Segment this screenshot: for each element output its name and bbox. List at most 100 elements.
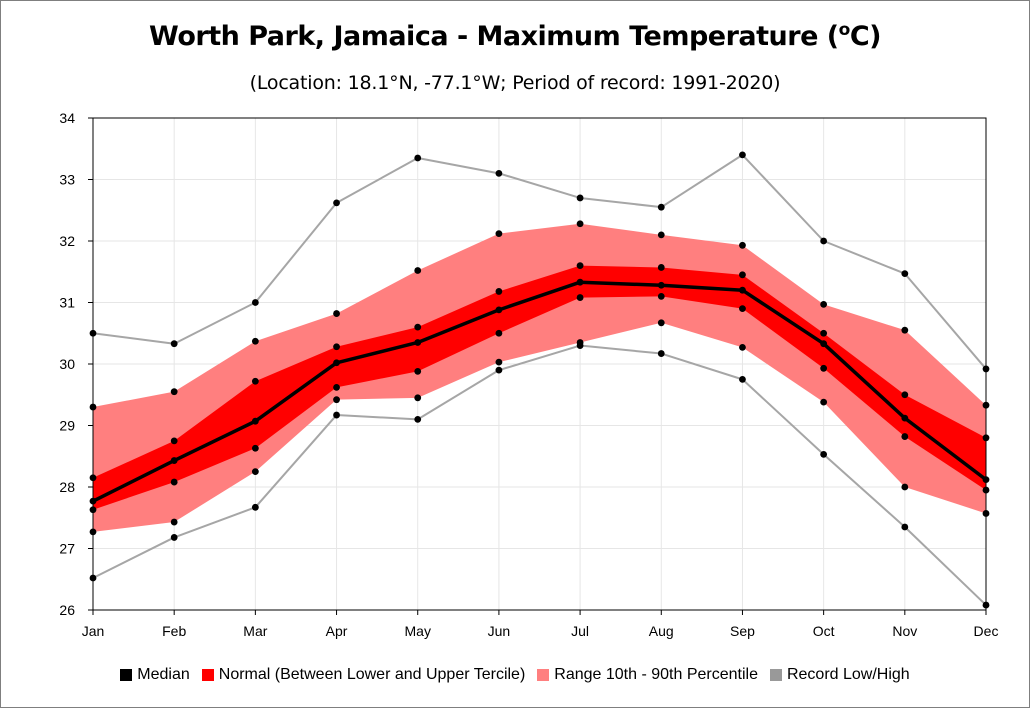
- record-high-point: [739, 151, 746, 159]
- record-low-point: [251, 503, 259, 511]
- title-superscript: o: [838, 20, 851, 40]
- record-high-point: [251, 299, 259, 306]
- median-point: [901, 414, 909, 422]
- p10-point: [333, 396, 340, 404]
- record-low-point: [901, 523, 909, 531]
- upper-tercile-point: [901, 391, 909, 399]
- median-point: [89, 497, 97, 505]
- legend: Median Normal (Between Lower and Upper T…: [0, 666, 1030, 684]
- median-point: [982, 476, 990, 484]
- normal-tercile-band: [93, 265, 986, 510]
- lower-tercile-point: [739, 305, 746, 313]
- median-line: [92, 280, 988, 503]
- p10-point: [901, 483, 909, 491]
- median-point: [333, 359, 340, 367]
- median-point: [495, 306, 503, 314]
- median-point: [820, 340, 828, 348]
- upper-tercile-point: [576, 262, 584, 269]
- legend-item-median: Median: [120, 666, 190, 684]
- legend-label-normal: Normal (Between Lower and Upper Tercile): [218, 666, 526, 683]
- upper-tercile-point: [414, 323, 422, 331]
- lower-tercile-point: [820, 364, 828, 372]
- y-tick-label: 31: [59, 295, 75, 311]
- p90-point: [495, 230, 503, 238]
- y-tick-label: 32: [59, 233, 75, 249]
- lower-tercile-point: [251, 444, 259, 452]
- legend-label-record: Record Low/High: [786, 666, 910, 683]
- p10-point: [170, 518, 178, 526]
- x-tick-label: Nov: [892, 623, 917, 639]
- y-tick-label: 33: [59, 172, 75, 188]
- upper-tercile-point: [739, 271, 746, 279]
- record-low-point: [657, 350, 665, 357]
- lower-tercile-point: [982, 486, 990, 494]
- x-tick-label: Dec: [974, 623, 999, 639]
- y-tick-label: 28: [59, 479, 75, 495]
- legend-label-range: Range 10th - 90th Percentile: [554, 666, 758, 683]
- title-end: C): [849, 21, 882, 52]
- legend-swatch-normal: [201, 669, 214, 681]
- y-tick-label: 27: [59, 541, 75, 557]
- record-high-point: [901, 270, 909, 277]
- median-point: [251, 417, 259, 425]
- chart-subtitle: (Location: 18.1°N, -77.1°W; Period of re…: [249, 72, 781, 94]
- p10-point: [739, 343, 746, 351]
- p90-point: [333, 310, 340, 317]
- p90-point: [89, 403, 97, 411]
- y-tick-label: 30: [59, 356, 75, 372]
- median-point: [170, 457, 178, 464]
- record-low-point: [414, 415, 422, 423]
- x-tick-label: Feb: [162, 623, 186, 639]
- record-high-point: [495, 169, 503, 177]
- upper-tercile-point: [982, 434, 990, 442]
- upper-tercile-point: [495, 288, 503, 295]
- record-high-point: [170, 340, 178, 348]
- upper-tercile-point: [333, 343, 340, 351]
- record-high-point: [820, 237, 828, 245]
- p10-point: [414, 394, 422, 402]
- p90-point: [739, 241, 746, 249]
- p90-point: [982, 401, 990, 409]
- legend-item-range: Range 10th - 90th Percentile: [537, 666, 758, 684]
- legend-swatch-median: [120, 669, 133, 681]
- legend-swatch-record: [769, 669, 782, 681]
- record-high-point: [89, 329, 97, 337]
- title-text: Worth Park, Jamaica - Maximum Temperatur…: [149, 21, 839, 52]
- upper-tercile-point: [251, 377, 259, 385]
- record-high-point: [576, 194, 584, 202]
- record-low-line: [92, 344, 987, 606]
- p10-point: [657, 319, 665, 327]
- record-high-point: [657, 203, 665, 211]
- x-tick-label: Aug: [649, 623, 674, 639]
- p10-point: [982, 510, 990, 517]
- x-tick-label: Jan: [82, 623, 105, 639]
- lower-tercile-point: [901, 433, 909, 440]
- chart-title: Worth Park, Jamaica - Maximum Temperatur…: [0, 20, 1030, 52]
- p10-point: [495, 358, 503, 366]
- x-tick-label: Jul: [571, 623, 589, 639]
- p10-point: [89, 528, 97, 536]
- p90-point: [251, 337, 259, 345]
- record-high-point: [414, 154, 422, 162]
- x-tick-label: Apr: [326, 623, 348, 639]
- y-tick-label: 26: [59, 602, 75, 618]
- legend-swatch-range: [537, 669, 550, 681]
- record-low-point: [89, 574, 97, 582]
- median-point: [576, 278, 584, 286]
- p10-point: [820, 398, 828, 406]
- x-tick-label: Sep: [730, 623, 755, 639]
- lower-tercile-point: [414, 367, 422, 375]
- x-tick-label: Oct: [813, 623, 835, 639]
- lower-tercile-point: [495, 329, 503, 337]
- record-low-point: [495, 366, 503, 374]
- upper-tercile-point: [657, 264, 665, 271]
- p90-point: [820, 300, 828, 308]
- record-high-point: [333, 199, 340, 207]
- median-point: [739, 286, 746, 294]
- p90-point: [657, 231, 665, 239]
- legend-item-normal: Normal (Between Lower and Upper Tercile): [201, 666, 526, 684]
- p10-point: [576, 339, 584, 346]
- lower-tercile-point: [89, 506, 97, 514]
- median-point: [657, 281, 665, 289]
